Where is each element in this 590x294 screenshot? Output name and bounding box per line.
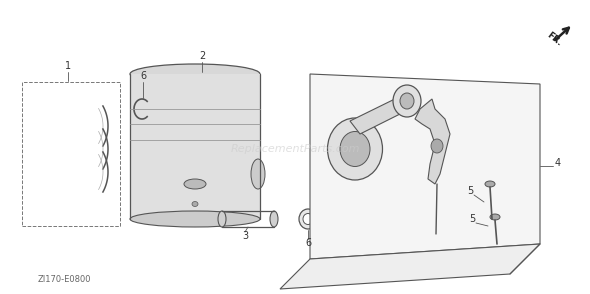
Text: 5: 5 [469,214,475,224]
Text: 3: 3 [242,231,248,241]
Ellipse shape [327,118,382,180]
Text: ZI170-E0800: ZI170-E0800 [38,275,91,284]
Text: 1: 1 [65,61,71,71]
Ellipse shape [270,211,278,227]
Ellipse shape [490,214,500,220]
Text: 6: 6 [140,71,146,81]
Text: 2: 2 [199,51,205,61]
Polygon shape [310,74,540,259]
Polygon shape [130,74,260,219]
Ellipse shape [431,139,443,153]
Polygon shape [415,99,450,184]
Ellipse shape [340,131,370,166]
Ellipse shape [393,85,421,117]
Ellipse shape [400,93,414,109]
Ellipse shape [192,201,198,206]
Ellipse shape [184,179,206,189]
Polygon shape [280,244,540,289]
Ellipse shape [485,181,495,187]
Ellipse shape [299,209,317,229]
Ellipse shape [218,211,226,227]
Ellipse shape [130,64,260,84]
Text: FR.: FR. [545,31,563,48]
Ellipse shape [130,211,260,227]
Text: 4: 4 [555,158,561,168]
Ellipse shape [251,159,265,189]
Text: 6: 6 [305,238,311,248]
Text: ReplacementParts.com: ReplacementParts.com [230,144,360,154]
Ellipse shape [303,213,313,225]
Polygon shape [350,94,410,134]
Text: 5: 5 [467,186,473,196]
